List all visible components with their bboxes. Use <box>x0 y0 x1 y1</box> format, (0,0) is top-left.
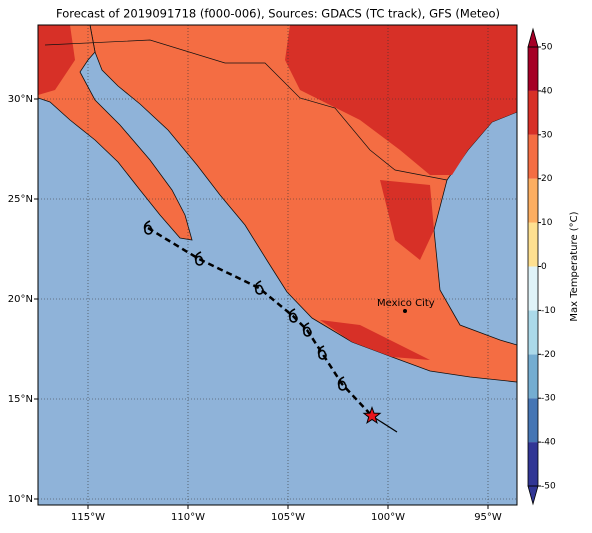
colorbar-segment <box>528 90 538 135</box>
colorbar-segment <box>528 354 538 399</box>
x-tick-label: 105°W <box>271 512 305 523</box>
colorbar-tick-label: 10 <box>541 218 553 228</box>
y-tick-label: 10°N <box>8 494 33 505</box>
baja-peninsula <box>37 24 193 241</box>
colorbar-segment <box>528 178 538 223</box>
colorbar-tick-label: -20 <box>541 350 556 360</box>
x-tick-label: 110°W <box>171 512 205 523</box>
us-mexico-border <box>44 39 448 181</box>
x-tick-label: 100°W <box>371 512 405 523</box>
colorbar-segment <box>528 442 538 486</box>
colorbar-tick-label: 50 <box>541 43 553 53</box>
y-tick-label: 25°N <box>8 194 33 205</box>
y-tick-label: 20°N <box>8 294 33 305</box>
colorbar-tick-label: 30 <box>541 130 553 140</box>
colorbar-tick-label: 40 <box>541 86 553 96</box>
storm-symbol <box>302 322 312 337</box>
colorbar-label: Max Temperature (°C) <box>569 211 580 321</box>
colorbar-segment <box>528 134 538 179</box>
storm-symbol <box>288 308 298 323</box>
colorbar-tick-label: 0 <box>541 262 547 272</box>
colorbar-extend-top <box>527 27 539 48</box>
x-tick-label: 115°W <box>71 512 105 523</box>
colorbar-segment <box>528 222 538 267</box>
storm-symbol <box>317 345 327 360</box>
hot-region-north <box>285 25 517 175</box>
map-area <box>37 24 518 505</box>
y-tick-label: 15°N <box>8 394 33 405</box>
hot-region-south <box>320 320 430 360</box>
city-marker <box>403 309 407 313</box>
colorbar-segment <box>528 47 538 91</box>
track-line <box>147 226 373 417</box>
colorbar-tick-label: -10 <box>541 306 556 316</box>
colorbar-segment <box>528 398 538 443</box>
map-overlay: 115°W 110°W 105°W 100°W 95°W 10°N 15°N 20°N 25°N… <box>8 25 580 523</box>
colorbar-segment <box>528 310 538 355</box>
map-title: Forecast of 2019091718 (f000-006), Sourc… <box>56 7 500 21</box>
colorbar-extend-bottom <box>527 485 539 506</box>
storm-symbol <box>194 251 204 266</box>
hot-region-texas <box>380 180 434 260</box>
colorbar-tick-label: 20 <box>541 174 553 184</box>
colorbar-tick-label: -50 <box>541 482 556 492</box>
x-tick-label: 95°W <box>474 512 502 523</box>
colorbar-tick-label: -40 <box>541 438 556 448</box>
current-position-star <box>362 406 382 425</box>
storm-symbol <box>337 376 347 391</box>
colorbar-segment <box>528 266 538 311</box>
storm-symbol <box>254 280 264 295</box>
map-frame <box>37 24 518 506</box>
storm-symbol <box>143 220 153 235</box>
colorbar-tick-label: -30 <box>541 394 556 404</box>
hot-region-west <box>38 25 75 95</box>
y-tick-label: 30°N <box>8 94 33 105</box>
city-label: Mexico City <box>377 298 435 309</box>
